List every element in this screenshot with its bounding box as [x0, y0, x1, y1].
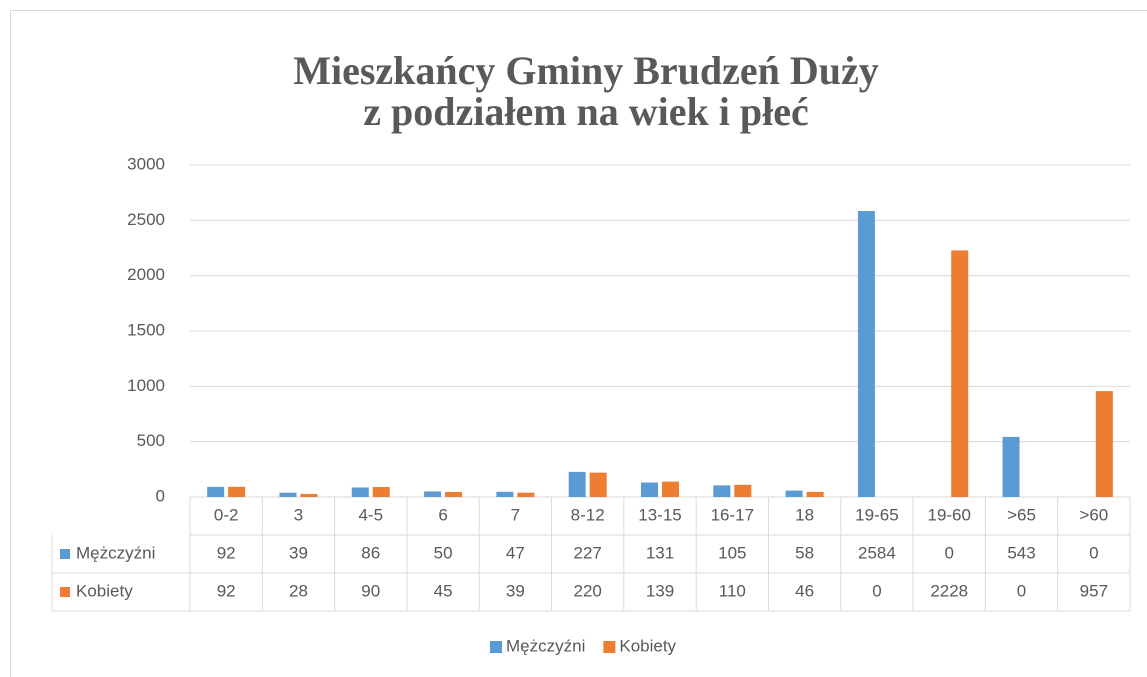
- x-tick-label: >60: [1079, 505, 1108, 524]
- table-value: 543: [1007, 543, 1035, 562]
- table-value: 45: [434, 581, 453, 600]
- bar: [445, 492, 463, 497]
- bar: [734, 484, 752, 497]
- y-tick-label: 0: [156, 486, 165, 505]
- table-value: 110: [719, 581, 746, 600]
- table-value: 86: [361, 543, 380, 562]
- x-tick-label: 18: [795, 505, 814, 524]
- y-tick-label: 3000: [127, 154, 165, 173]
- x-tick-label: >65: [1007, 505, 1036, 524]
- legend-key: [490, 641, 502, 653]
- x-tick-label: 3: [294, 505, 303, 524]
- bar: [207, 486, 225, 497]
- bar: [589, 472, 607, 497]
- bar: [424, 491, 442, 497]
- bar: [951, 250, 969, 497]
- y-tick-label: 2000: [127, 265, 165, 284]
- table-value: 50: [434, 543, 453, 562]
- table-value: 105: [718, 543, 746, 562]
- bar: [806, 491, 824, 497]
- table-value: 0: [1017, 581, 1026, 600]
- table-value: 957: [1080, 581, 1108, 600]
- bar: [351, 487, 369, 497]
- x-tick-label: 7: [511, 505, 520, 524]
- legend-key: [603, 641, 616, 653]
- x-tick-label: 16-17: [711, 505, 754, 524]
- bar: [517, 492, 535, 497]
- bar: [279, 492, 297, 497]
- table-value: 46: [795, 581, 814, 600]
- bar: [713, 485, 731, 497]
- x-tick-label: 13-15: [638, 505, 681, 524]
- bar: [1095, 391, 1113, 497]
- bar: [300, 493, 318, 497]
- table-value: 92: [217, 543, 236, 562]
- bar: [372, 487, 390, 497]
- y-tick-label: 1000: [127, 376, 165, 395]
- x-tick-label: 19-60: [927, 505, 970, 524]
- table-value: 58: [795, 543, 814, 562]
- table-value: 90: [361, 581, 380, 600]
- table-value: 0: [872, 581, 881, 600]
- x-tick-label: 0-2: [214, 505, 239, 524]
- bar: [641, 482, 658, 497]
- x-tick-label: 4-5: [358, 505, 383, 524]
- bar: [785, 490, 803, 497]
- table-value: 92: [217, 581, 236, 600]
- x-tick-label: 6: [438, 505, 447, 524]
- table-value: 39: [506, 581, 525, 600]
- chart-title: Mieszkańcy Gminy Brudzeń Duży: [293, 48, 879, 93]
- table-value: 227: [574, 543, 602, 562]
- table-row-label: Kobiety: [76, 581, 133, 600]
- y-tick-label: 2500: [127, 210, 165, 229]
- table-value: 28: [289, 581, 308, 600]
- table-value: 47: [506, 543, 525, 562]
- legend-label: Kobiety: [619, 636, 676, 655]
- y-tick-label: 500: [137, 431, 165, 450]
- bar: [1002, 436, 1020, 497]
- table-value: 220: [574, 581, 602, 600]
- table-value: 139: [646, 581, 674, 600]
- table-value: 39: [289, 543, 308, 562]
- bar: [857, 211, 875, 497]
- table-value: 0: [944, 543, 953, 562]
- x-tick-label: 19-65: [855, 505, 898, 524]
- table-legend-key: [60, 587, 70, 597]
- y-tick-label: 1500: [127, 320, 165, 339]
- table-value: 2228: [930, 581, 968, 600]
- table-legend-key: [60, 549, 70, 559]
- table-value: 0: [1089, 543, 1098, 562]
- chart-title: z podziałem na wiek i płeć: [363, 89, 809, 134]
- bar: [662, 481, 679, 497]
- table-row-label: Mężczyźni: [76, 543, 155, 562]
- bar: [568, 471, 586, 497]
- table-value: 2584: [858, 543, 896, 562]
- x-tick-label: 8-12: [571, 505, 605, 524]
- bar: [496, 491, 514, 497]
- bar: [228, 486, 246, 497]
- table-value: 131: [646, 543, 674, 562]
- legend-label: Mężczyźni: [506, 636, 585, 655]
